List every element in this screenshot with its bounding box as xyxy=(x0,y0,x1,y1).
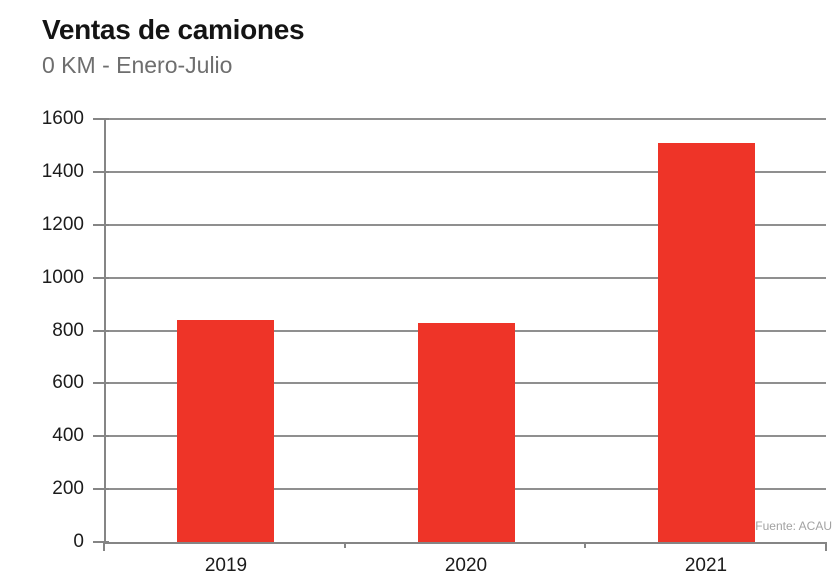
bar-2020 xyxy=(417,322,515,542)
y-tick-label: 1000 xyxy=(41,266,84,288)
gridline-1400 xyxy=(106,170,826,173)
y-axis-tick xyxy=(93,382,109,385)
x-axis-tick xyxy=(583,542,586,548)
chart-subtitle: 0 KM - Enero-Julio xyxy=(42,52,233,78)
y-tick-label: 0 xyxy=(73,531,84,552)
y-axis-tick xyxy=(93,170,109,173)
y-axis-tick xyxy=(93,435,109,438)
y-axis-tick xyxy=(93,488,109,491)
x-axis-tick xyxy=(103,542,105,551)
bar-2019 xyxy=(177,319,275,542)
y-axis-tick xyxy=(93,541,109,543)
y-tick-label: 1400 xyxy=(41,160,84,182)
y-axis-tick xyxy=(93,118,109,120)
gridline-1200 xyxy=(106,223,826,226)
bar-2021 xyxy=(657,142,755,542)
gridline-1000 xyxy=(106,276,826,279)
y-tick-label: 600 xyxy=(52,372,84,394)
x-axis-tick xyxy=(825,542,827,551)
x-tick-label: 2020 xyxy=(444,555,488,576)
y-axis-tick xyxy=(93,276,109,279)
y-tick-label: 1200 xyxy=(41,213,84,235)
source-label: Fuente: ACAU xyxy=(755,519,832,533)
x-tick-label: 2019 xyxy=(204,555,248,576)
y-axis-tick xyxy=(93,329,109,332)
plot-area: 0 200 400 600 800 1000 1200 1400 1600 Fuente: AC… xyxy=(42,108,832,576)
chart-title: Ventas de camiones xyxy=(42,14,305,45)
gridline-1600 xyxy=(106,118,826,120)
y-axis-tick xyxy=(93,223,109,226)
x-tick-label: 2021 xyxy=(684,555,728,576)
y-tick-label: 400 xyxy=(52,425,84,447)
y-tick-label: 1600 xyxy=(41,108,84,129)
y-tick-label: 200 xyxy=(52,478,84,500)
x-axis-tick xyxy=(343,542,346,548)
y-tick-label: 800 xyxy=(52,319,84,341)
